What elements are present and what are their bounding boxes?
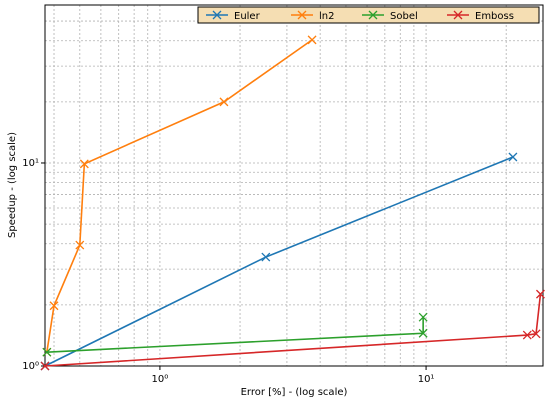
marker <box>40 361 50 371</box>
y-tick-label: 10⁰ <box>22 361 39 372</box>
y-tick-label: 10¹ <box>22 158 39 169</box>
x-tick-label: 10¹ <box>418 374 435 385</box>
marker <box>79 159 89 169</box>
y-axis-label: Speedup - (log scale) <box>7 132 18 238</box>
marker <box>219 97 229 107</box>
marker <box>42 347 52 357</box>
marker <box>535 289 545 299</box>
marker <box>531 329 541 339</box>
marker <box>508 152 518 162</box>
x-tick-label: 10⁰ <box>152 374 169 385</box>
series-line <box>44 156 514 367</box>
marker <box>75 240 85 250</box>
plot-frame <box>44 4 544 367</box>
marker <box>418 328 428 338</box>
legend-label: Emboss <box>475 11 514 22</box>
marker <box>49 301 59 311</box>
marker <box>522 330 532 340</box>
series-line <box>44 294 542 367</box>
legend-marker <box>297 10 307 20</box>
legend-label: ln2 <box>319 11 334 22</box>
legend-label: Euler <box>234 11 261 22</box>
legend-label: Sobel <box>390 11 418 22</box>
marker <box>261 252 271 262</box>
marker <box>418 312 428 322</box>
marker <box>307 35 317 45</box>
legend-marker <box>453 10 463 20</box>
legend-marker <box>368 10 378 20</box>
series-line <box>46 39 313 353</box>
legend-marker <box>212 10 222 20</box>
x-axis-label: Error [%] - (log scale) <box>241 387 348 398</box>
